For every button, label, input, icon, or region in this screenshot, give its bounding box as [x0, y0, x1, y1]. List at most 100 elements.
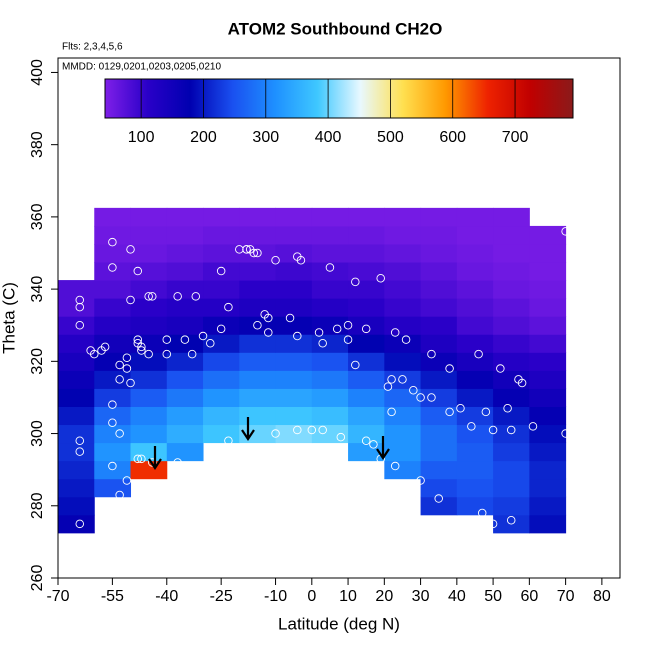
flight-point [180, 335, 190, 344]
heatmap-cell [493, 280, 530, 299]
flight-point [253, 320, 262, 330]
flight-point [108, 497, 117, 507]
heatmap-cell [384, 225, 422, 245]
heatmap-cell [311, 334, 349, 353]
heatmap-cell [348, 298, 385, 317]
heatmap-cell [94, 334, 132, 353]
heatmap-cell [348, 424, 385, 444]
heatmap-cell [130, 334, 168, 353]
heatmap-cell [58, 334, 95, 353]
heatmap-cell [348, 388, 385, 407]
flight-point [216, 324, 226, 334]
heatmap-cell [384, 442, 422, 462]
heatmap-cell [58, 496, 95, 516]
heatmap-cell [130, 352, 168, 371]
heatmap-cell [493, 316, 530, 335]
heatmap-cell [275, 370, 313, 389]
heatmap-cell [529, 225, 567, 245]
x-tick-label: -10 [264, 588, 287, 605]
flight-point [528, 422, 538, 431]
x-tick-label: -70 [46, 588, 69, 605]
heatmap-cell [203, 207, 240, 227]
heatmap-cell [420, 298, 458, 317]
heatmap-cell [311, 406, 349, 426]
flight-point [387, 375, 396, 384]
flight-point [271, 429, 280, 438]
heatmap-cell [456, 298, 494, 317]
heatmap-cell [529, 514, 567, 534]
heatmap-cell [529, 424, 567, 444]
heatmap-cell [456, 352, 494, 371]
flight-point [144, 292, 153, 301]
colorbar [104, 78, 574, 119]
heatmap [58, 207, 567, 534]
heatmap-cell [529, 460, 567, 480]
flight-point [383, 382, 393, 391]
flight-points [75, 227, 570, 529]
y-tick-label: 360 [29, 203, 46, 230]
heatmap-cell [348, 334, 385, 353]
heatmap-cell [166, 370, 204, 389]
heatmap-cell [420, 207, 458, 227]
flight-point [503, 404, 512, 413]
x-tick-label: 60 [520, 588, 538, 605]
flight-point [307, 425, 317, 435]
heatmap-cell [239, 316, 277, 335]
heatmap-cell [311, 243, 349, 263]
heatmap-cell [456, 388, 494, 407]
heatmap-cell [275, 334, 313, 353]
flight-point [506, 425, 516, 435]
heatmap-cell [311, 352, 349, 371]
heatmap-cell [420, 460, 458, 480]
heatmap-cell [94, 478, 132, 498]
heatmap-cell [130, 225, 168, 245]
flight-point [198, 331, 208, 341]
heatmap-cell [166, 225, 204, 245]
heatmap-cell [239, 388, 277, 407]
flight-point [293, 331, 302, 341]
flight-point [488, 519, 498, 529]
heatmap-cell [275, 243, 313, 263]
heatmap-cell [420, 424, 458, 444]
flight-point [162, 349, 172, 359]
heatmap-cell [420, 370, 458, 389]
heatmap-cell [529, 316, 567, 335]
flight-point [496, 364, 505, 373]
heatmap-cell [529, 243, 567, 263]
heatmap-cell [420, 478, 458, 498]
heatmap-cell [348, 225, 385, 245]
flight-point [561, 227, 570, 236]
heatmap-cell [529, 388, 567, 407]
heatmap-cell [384, 207, 422, 227]
flight-point [126, 245, 135, 254]
heatmap-cell [94, 370, 132, 389]
heatmap-cell [311, 298, 349, 317]
heatmap-cell [493, 352, 530, 371]
heatmap-cell [166, 424, 204, 444]
heatmap-cell [529, 478, 567, 498]
heatmap-cell [275, 298, 313, 317]
heatmap-cell [94, 352, 132, 371]
flight-point [325, 263, 335, 272]
flight-point [427, 349, 436, 359]
heatmap-cell [456, 496, 494, 516]
x-tick-label: 0 [307, 588, 316, 605]
heatmap-cell [529, 334, 567, 353]
flight-point [133, 335, 143, 344]
arrow [148, 446, 162, 470]
flight-point [253, 248, 262, 258]
flight-point [133, 454, 143, 464]
heatmap-cell [384, 352, 422, 371]
annotation: MMDD: 0129,0201,0203,0205,0210 [62, 62, 221, 73]
heatmap-cell [493, 262, 530, 281]
heatmap-cell [384, 460, 422, 480]
heatmap-cell [275, 424, 313, 444]
flight-point [409, 385, 418, 395]
x-tick-label: 30 [412, 588, 430, 605]
flight-point [108, 461, 117, 471]
heatmap-cell [493, 225, 530, 245]
heatmap-cell [58, 460, 95, 480]
heatmap-cell [166, 207, 204, 227]
heatmap-cell [275, 225, 313, 245]
heatmap-cell [94, 298, 132, 317]
